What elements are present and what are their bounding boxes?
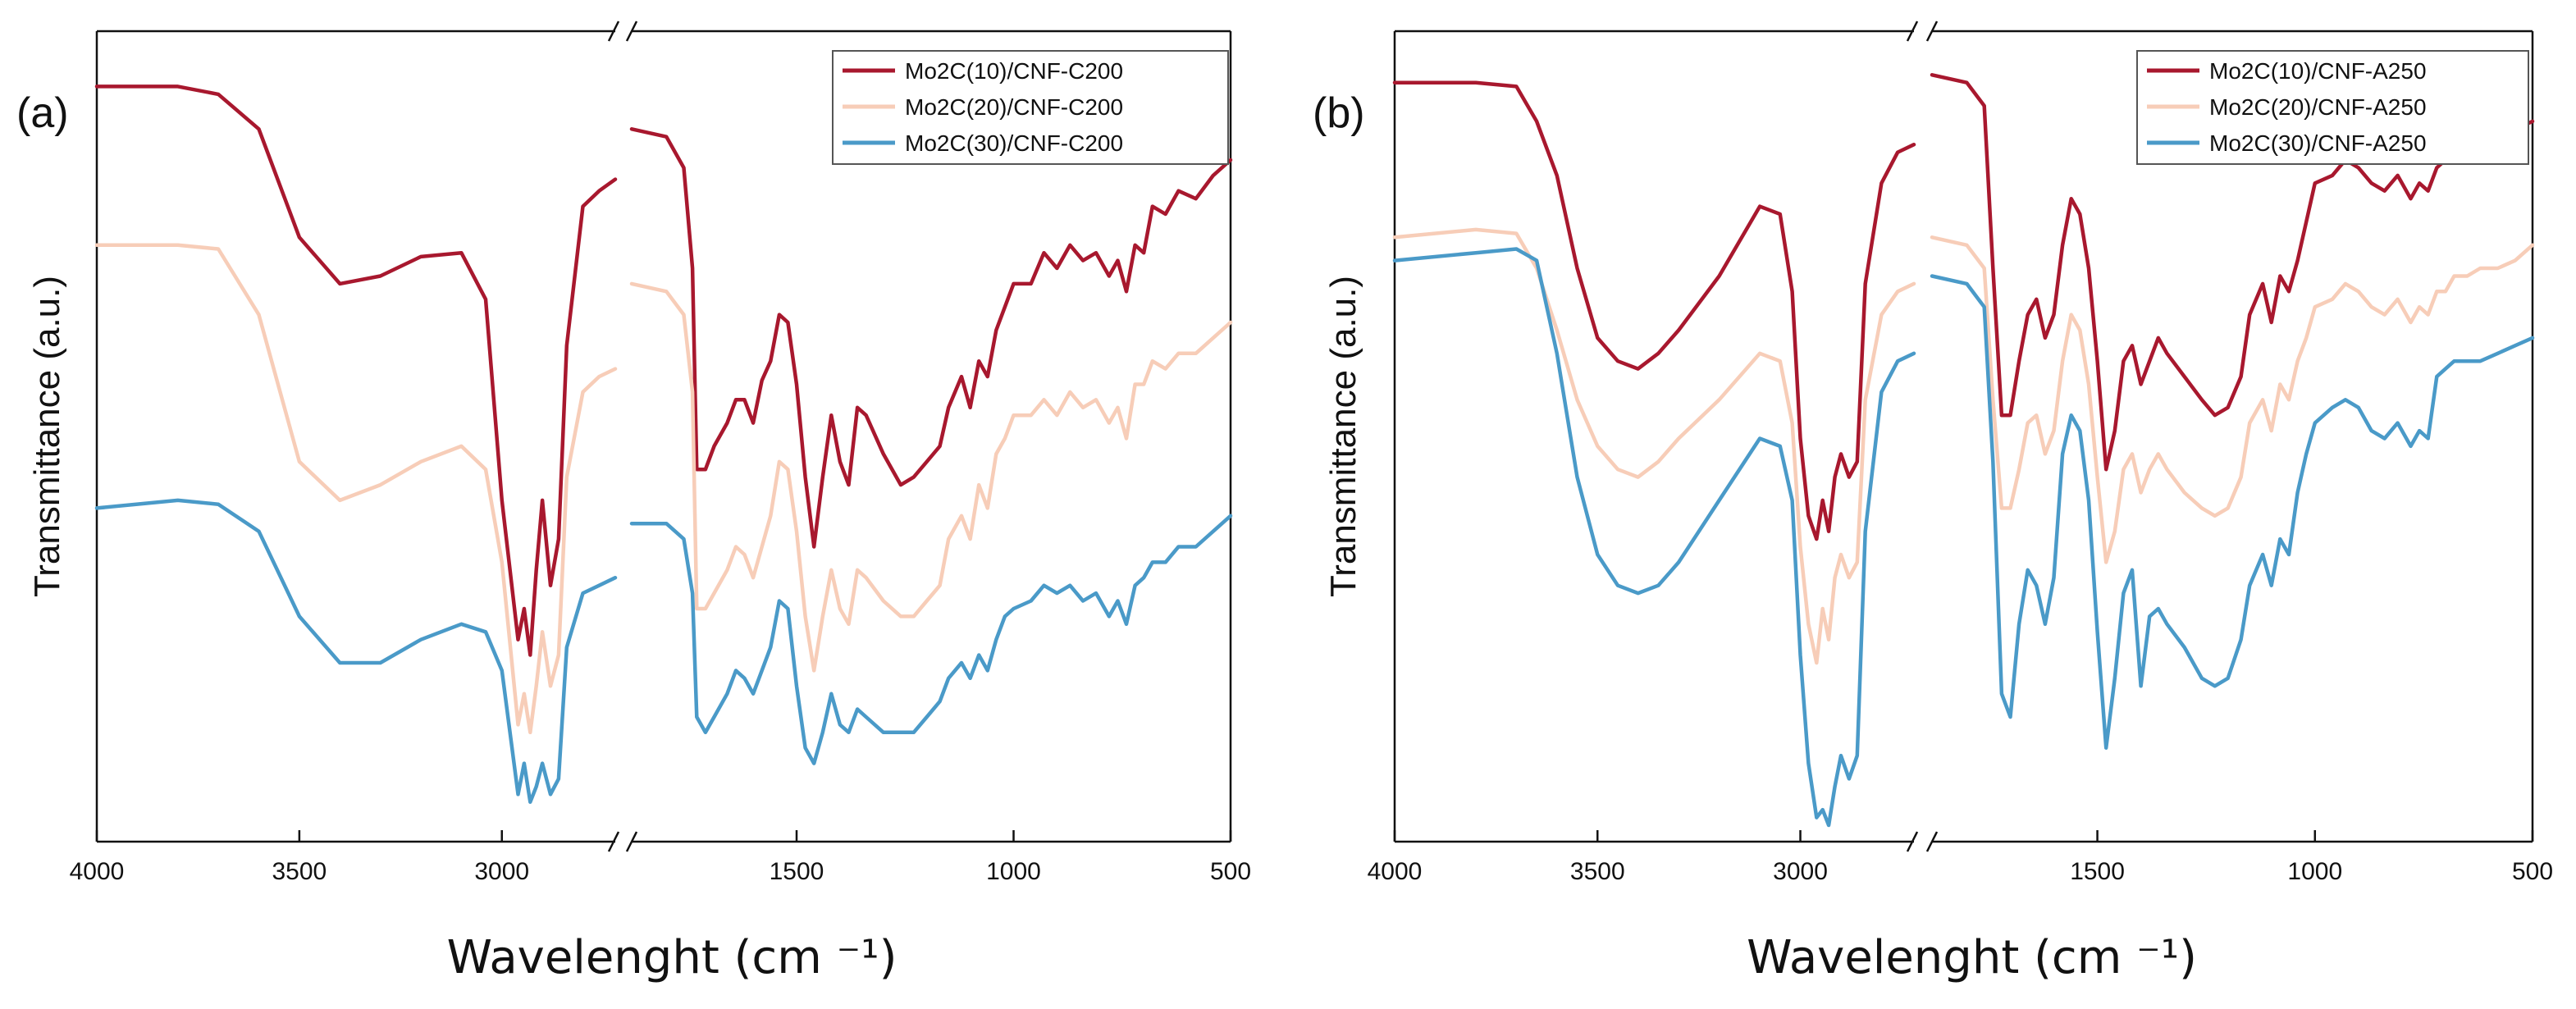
x-tick-label: 1500: [770, 858, 824, 885]
chart-panel-a: 4000 3500 3000 1500 1000 500 Mo2C(10)/CNF-C200…: [16, 21, 1251, 984]
axis-break-mark: [607, 831, 620, 852]
x-tick-label: 4000: [1368, 858, 1423, 885]
axis-break-mark: [625, 831, 638, 852]
series-line-1-high: [1392, 80, 1916, 541]
legend: Mo2C(10)/CNF-C200 Mo2C(20)/CNF-C200 Mo2C(3…: [832, 50, 1229, 165]
series-line-1-low: [1930, 73, 2535, 472]
x-tick-label: 4000: [70, 858, 125, 885]
y-axis-label: Transmittance (a.u.): [1323, 276, 1363, 597]
plot-frame: [1393, 30, 2534, 843]
legend-label: Mo2C(20)/CNF-C200: [905, 94, 1123, 120]
series-line-3-high: [1392, 247, 1916, 828]
axis-break-mark: [1906, 21, 1919, 42]
legend-label: Mo2C(30)/CNF-C200: [905, 130, 1123, 156]
x-tick-label: 3500: [1570, 858, 1625, 885]
x-tick-label: 3000: [1773, 858, 1828, 885]
y-axis-label: Transmittance (a.u.): [27, 276, 67, 597]
legend: Mo2C(10)/CNF-A250 Mo2C(20)/CNF-A250 Mo2C(3…: [2136, 50, 2529, 165]
panel-label: (a): [16, 89, 69, 137]
series-line-2-low: [1930, 235, 2535, 564]
series-line-3-high: [94, 498, 618, 804]
x-tick-label: 500: [2512, 858, 2553, 885]
legend-label: Mo2C(30)/CNF-A250: [2209, 130, 2427, 156]
series-line-3-low: [629, 514, 1233, 765]
legend-label: Mo2C(10)/CNF-A250: [2209, 58, 2427, 84]
legend-box: [832, 50, 1229, 165]
legend-box: [2136, 50, 2529, 165]
series-line-3-low: [1930, 274, 2535, 750]
panel-label: (b): [1313, 89, 1365, 137]
legend-label: Mo2C(10)/CNF-C200: [905, 58, 1123, 84]
chart-panel-b: 4000 3500 3000 1500 1000 500 Mo2C(10)/CNF-A250…: [1313, 21, 2553, 984]
series-line-2-high: [1392, 227, 1916, 665]
x-tick-label: 1000: [986, 858, 1041, 885]
series-line-2-high: [94, 243, 618, 735]
series-line-1-high: [94, 84, 618, 657]
axis-break-marks: [607, 21, 638, 852]
x-tick-label: 500: [1210, 858, 1251, 885]
x-tick-label: 1000: [2287, 858, 2342, 885]
series-line-1-low: [629, 127, 1233, 549]
axis-break-mark: [607, 21, 620, 42]
axis-break-marks: [1906, 21, 1939, 852]
axis-break-mark: [1925, 831, 1939, 852]
x-axis-label: Wavelenght (cm ⁻¹): [1747, 931, 2197, 984]
plot-frame: [95, 30, 1232, 843]
axis-break-mark: [1906, 831, 1919, 852]
x-axis-label: Wavelenght (cm ⁻¹): [447, 931, 897, 984]
series-line-2-low: [629, 281, 1233, 673]
x-tick-label: 3500: [272, 858, 327, 885]
x-tick-label: 1500: [2070, 858, 2125, 885]
axis-break-mark: [625, 21, 638, 42]
legend-label: Mo2C(20)/CNF-A250: [2209, 94, 2427, 120]
axis-break-mark: [1925, 21, 1939, 42]
x-tick-label: 3000: [474, 858, 529, 885]
